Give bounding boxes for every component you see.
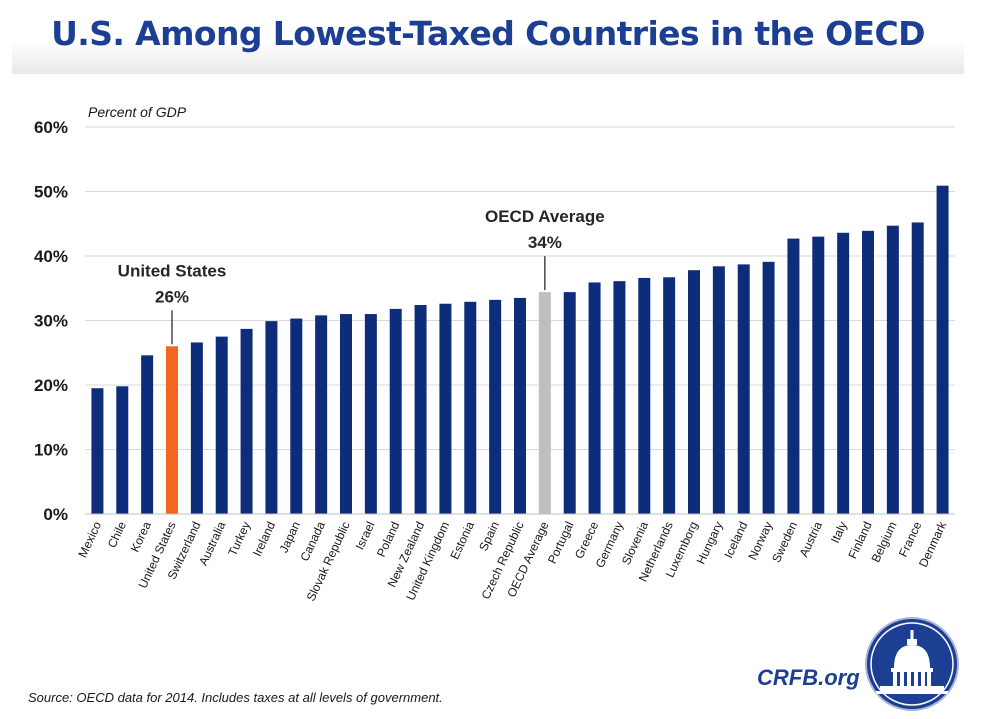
bar-italy [837, 232, 850, 514]
chart-title: U.S. Among Lowest-Taxed Countries in the… [51, 14, 925, 53]
bar-slovak-republic [340, 314, 352, 514]
bar-finland [862, 230, 874, 514]
x-tick-label: Chile [105, 519, 129, 550]
bar-france [911, 222, 924, 514]
annotation-label: OECD Average [485, 207, 605, 226]
y-tick-label: 30% [34, 312, 68, 331]
bar-switzerland [190, 342, 203, 514]
bar-iceland [737, 264, 750, 514]
bar-czech-republic [514, 297, 526, 514]
bar-greece [588, 282, 601, 514]
bar-slovenia [638, 277, 651, 514]
annotation-value: 34% [528, 233, 562, 252]
bars [91, 185, 949, 514]
bar-spain [489, 299, 502, 514]
bar-israel [364, 314, 377, 514]
y-tick-label: 60% [34, 118, 68, 137]
bar-canada [315, 315, 328, 514]
bar-turkey [240, 328, 253, 514]
bar-germany [613, 281, 626, 514]
bar-norway [762, 261, 775, 514]
x-tick-label: Austria [797, 519, 826, 559]
bar-denmark [936, 185, 949, 514]
bar-sweden [787, 238, 800, 514]
source-note: Source: OECD data for 2014. Includes tax… [28, 690, 443, 705]
bar-netherlands [663, 277, 676, 514]
annotations: United States 26% OECD Average 34% [118, 207, 605, 345]
x-tick-label: Israel [352, 519, 377, 552]
bar-estonia [464, 301, 477, 514]
bar-japan [290, 318, 303, 514]
y-axis-label: Percent of GDP [88, 104, 187, 120]
bar-united-kingdom [439, 303, 452, 514]
y-tick-label: 20% [34, 376, 68, 395]
y-tick-label: 50% [34, 183, 68, 202]
capitol-dome-icon [865, 617, 959, 711]
bar-chile [116, 386, 129, 514]
annotation-label: United States [118, 261, 227, 280]
bar-mexico [91, 388, 104, 514]
y-tick-label: 0% [43, 505, 68, 524]
x-tick-label: Spain [476, 519, 502, 553]
bar-oecd-average [538, 292, 551, 514]
x-tick-label: Korea [128, 519, 154, 554]
bar-hungary [712, 266, 725, 514]
x-tick-label: Ireland [250, 519, 278, 558]
brand-link[interactable]: CRFB.org [757, 665, 860, 690]
bar-luxemborg [688, 270, 700, 514]
bar-ireland [265, 321, 278, 514]
x-tick-label: Japan [276, 519, 303, 555]
annotation-value: 26% [155, 287, 189, 306]
y-tick-label: 40% [34, 247, 68, 266]
y-tick-label: 10% [34, 441, 68, 460]
bar-united-states [166, 346, 178, 514]
bar-austria [812, 236, 825, 514]
bar-portugal [563, 292, 576, 514]
x-tick-label: Italy [828, 519, 850, 545]
bar-belgium [886, 225, 899, 514]
bar-new-zealand [414, 305, 427, 514]
bar-korea [141, 355, 154, 514]
title-banner: U.S. Among Lowest-Taxed Countries in the… [12, 0, 964, 74]
bar-australia [215, 336, 228, 514]
bar-poland [389, 308, 402, 514]
x-tick-label: Mexico [75, 519, 104, 560]
y-axis-ticks: 0% 10% 20% 30% 40% 50% 60% [34, 118, 68, 524]
